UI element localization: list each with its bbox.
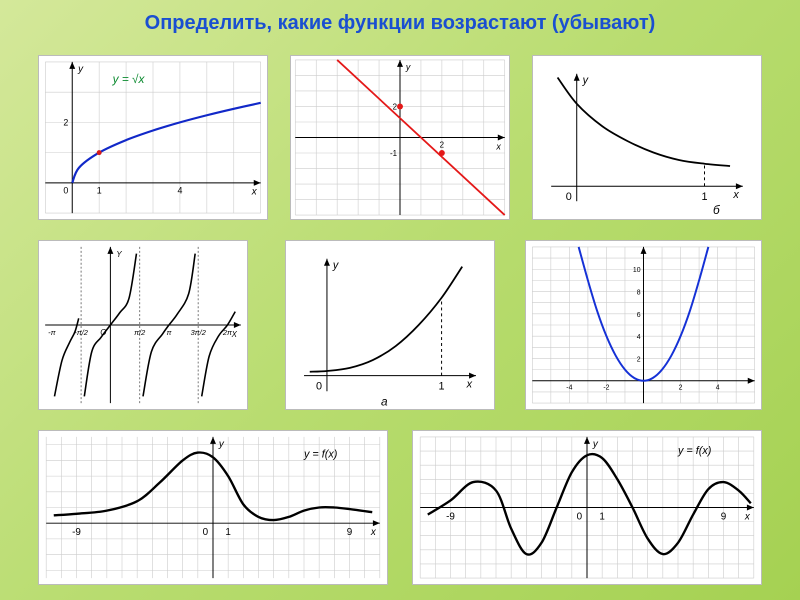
page-title: Определить, какие функции возрастают (уб… [0, 12, 800, 35]
svg-text:x: x [251, 187, 258, 198]
svg-text:x: x [744, 511, 751, 522]
svg-text:б: б [713, 203, 721, 217]
svg-text:2: 2 [393, 102, 397, 111]
chart-exp-increasing: x y 0 1 а [285, 240, 495, 410]
chart-sqrt: x y 0 1 4 2 y = √x [38, 55, 268, 220]
svg-text:2: 2 [637, 356, 641, 363]
svg-text:2: 2 [440, 140, 444, 149]
svg-text:y: y [592, 439, 599, 450]
svg-text:y = f(x): y = f(x) [677, 445, 711, 457]
chart-wave-right: x y -9 0 1 9 y = f(x) [412, 430, 762, 585]
svg-text:-2: -2 [603, 385, 609, 392]
svg-text:1: 1 [439, 380, 445, 392]
chart-exp-decreasing: x y 0 1б [532, 55, 762, 220]
svg-text:-π/2: -π/2 [74, 328, 88, 337]
svg-text:0: 0 [566, 191, 572, 203]
svg-text:4: 4 [177, 186, 182, 196]
svg-text:2π: 2π [222, 328, 233, 337]
svg-text:0: 0 [203, 527, 209, 538]
chart-tangent: XY-π-π/2Oπ/2π3π/22π [38, 240, 248, 410]
svg-text:y: y [332, 260, 339, 272]
svg-text:8: 8 [637, 290, 641, 297]
svg-text:y: y [77, 64, 84, 75]
svg-text:3π/2: 3π/2 [191, 328, 207, 337]
svg-text:y: y [405, 62, 411, 72]
chart-linear-decreasing: x y 2 2 -1 [290, 55, 510, 220]
svg-text:10: 10 [633, 267, 641, 274]
svg-text:O: O [100, 328, 106, 337]
svg-text:y = f(x): y = f(x) [303, 448, 337, 460]
svg-text:0: 0 [577, 511, 583, 522]
svg-text:y: y [218, 439, 225, 450]
chart-bell-left: x y -9 0 1 9 y = f(x) [38, 430, 388, 585]
svg-text:π: π [166, 328, 172, 337]
svg-text:x: x [732, 189, 739, 201]
svg-text:1: 1 [225, 527, 230, 538]
svg-text:0: 0 [63, 186, 68, 196]
svg-text:Y: Y [116, 250, 122, 259]
svg-text:а: а [381, 394, 388, 408]
svg-text:6: 6 [637, 312, 641, 319]
svg-text:1: 1 [599, 511, 604, 522]
svg-text:1: 1 [97, 186, 102, 196]
svg-text:-1: -1 [390, 149, 397, 158]
svg-text:9: 9 [347, 527, 353, 538]
svg-text:-π: -π [48, 328, 56, 337]
svg-text:4: 4 [637, 334, 641, 341]
svg-text:2: 2 [679, 385, 683, 392]
chart-parabola: -4 -2 2 4 2 4 6 8 10 [525, 240, 762, 410]
svg-text:1: 1 [701, 191, 707, 203]
svg-text:-9: -9 [72, 527, 81, 538]
svg-text:y: y [582, 75, 589, 87]
svg-text:π/2: π/2 [134, 328, 146, 337]
svg-text:4: 4 [716, 385, 720, 392]
svg-text:x: x [370, 527, 377, 538]
svg-text:y = √x: y = √x [112, 72, 146, 86]
svg-text:9: 9 [721, 511, 727, 522]
title-text: Определить, какие функции возрастают (уб… [145, 12, 656, 34]
svg-text:-4: -4 [566, 385, 572, 392]
svg-text:-9: -9 [446, 511, 455, 522]
svg-text:2: 2 [63, 117, 68, 127]
svg-text:0: 0 [316, 380, 322, 392]
svg-text:x: x [495, 141, 501, 151]
svg-text:x: x [466, 378, 473, 390]
